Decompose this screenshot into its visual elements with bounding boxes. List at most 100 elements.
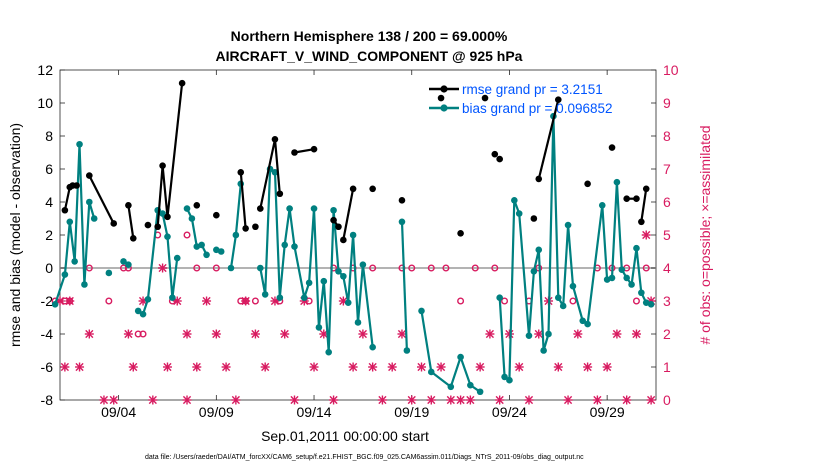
x-axis-ticks: 09/04 09/09 09/14 09/19 09/24 09/29 bbox=[101, 70, 625, 420]
obs-assimilated-marker bbox=[99, 395, 109, 405]
rmse-line-segment bbox=[239, 172, 247, 229]
bias-point bbox=[159, 210, 166, 217]
bias-line-segment bbox=[400, 221, 408, 351]
bias-point bbox=[545, 330, 552, 338]
obs-assimilated-marker bbox=[348, 362, 358, 372]
rmse-line-segment bbox=[156, 83, 184, 227]
rmse-point bbox=[144, 221, 152, 229]
bias-point bbox=[305, 279, 313, 287]
bias-point bbox=[291, 243, 298, 250]
rmse-point bbox=[178, 79, 186, 87]
rmse-point bbox=[291, 149, 298, 156]
bias-point bbox=[359, 261, 367, 269]
obs-assimilated-marker bbox=[646, 395, 656, 405]
obs-assimilated-marker bbox=[211, 329, 221, 339]
bias-point bbox=[530, 268, 538, 275]
bias-point bbox=[61, 271, 69, 278]
obs-assimilated-marker bbox=[417, 362, 427, 372]
bias-point bbox=[564, 221, 572, 229]
obs-assimilated-marker bbox=[407, 395, 417, 405]
obs-assimilated-marker bbox=[231, 395, 241, 405]
bias-point bbox=[569, 282, 577, 290]
rmse-line-segment bbox=[537, 99, 560, 180]
rmse-point bbox=[398, 197, 406, 204]
bias-point bbox=[496, 294, 503, 302]
x-tick-label: 09/14 bbox=[297, 404, 332, 420]
bias-point bbox=[608, 274, 616, 282]
right-tick-label: 6 bbox=[663, 194, 671, 210]
rmse-point bbox=[349, 185, 357, 193]
obs-assimilated-marker bbox=[456, 395, 466, 405]
bias-point bbox=[506, 376, 513, 384]
obs-assimilated-marker bbox=[84, 329, 94, 339]
bias-point bbox=[105, 269, 113, 277]
obs-assimilated-marker bbox=[128, 362, 138, 372]
legend-rmse-label: rmse grand pr = 3.2151 bbox=[462, 82, 603, 97]
bias-point bbox=[276, 294, 284, 302]
bias-point bbox=[398, 218, 406, 226]
left-tick-label: 8 bbox=[45, 128, 53, 144]
bias-point bbox=[467, 381, 474, 389]
rmse-point bbox=[193, 202, 201, 209]
bias-point bbox=[325, 348, 332, 356]
chart-title-line2: AIRCRAFT_V_WIND_COMPONENT @ 925 hPa bbox=[216, 48, 523, 64]
obs-count-markers bbox=[51, 230, 656, 405]
left-tick-label: 12 bbox=[37, 62, 53, 78]
obs-assimilated-marker bbox=[495, 395, 505, 405]
left-tick-label: 4 bbox=[45, 194, 53, 210]
obs-possible-marker bbox=[491, 264, 499, 272]
bias-point bbox=[501, 373, 508, 381]
bias-point bbox=[447, 383, 455, 391]
bias-point bbox=[628, 281, 635, 288]
obs-assimilated-marker bbox=[158, 263, 168, 273]
bias-point bbox=[354, 319, 362, 326]
right-tick-label: 2 bbox=[663, 326, 671, 342]
x-tick-label: 09/04 bbox=[101, 404, 136, 420]
obs-assimilated-marker bbox=[465, 395, 475, 405]
bias-point bbox=[125, 261, 132, 269]
rmse-point bbox=[369, 185, 376, 193]
rmse-line-segment bbox=[640, 188, 648, 222]
obs-assimilated-marker bbox=[309, 362, 319, 372]
obs-possible-marker bbox=[85, 264, 93, 272]
obs-possible-marker bbox=[642, 264, 650, 272]
obs-assimilated-marker bbox=[563, 395, 573, 405]
rmse-point bbox=[276, 190, 284, 198]
obs-assimilated-marker bbox=[241, 296, 251, 306]
x-tick-label: 09/24 bbox=[492, 404, 527, 420]
obs-assimilated-marker bbox=[109, 395, 119, 405]
obs-possible-marker bbox=[139, 330, 147, 338]
obs-assimilated-marker bbox=[182, 395, 192, 405]
obs-assimilated-marker bbox=[280, 329, 290, 339]
left-tick-label: 2 bbox=[45, 227, 53, 243]
rmse-point bbox=[61, 206, 69, 214]
x-tick-label: 09/09 bbox=[199, 404, 234, 420]
legend-rmse-marker bbox=[440, 85, 448, 93]
rmse-point bbox=[633, 195, 640, 202]
bias-point bbox=[256, 264, 264, 272]
obs-assimilated-marker bbox=[162, 362, 172, 372]
left-tick-label: 0 bbox=[45, 260, 53, 276]
right-tick-label: 1 bbox=[663, 359, 671, 375]
bias-line-segment bbox=[54, 143, 96, 305]
obs-assimilated-marker bbox=[504, 329, 514, 339]
bias-point bbox=[349, 231, 357, 239]
bias-point bbox=[584, 320, 591, 328]
obs-assimilated-marker bbox=[573, 329, 583, 339]
obs-assimilated-marker bbox=[602, 362, 612, 372]
rmse-point bbox=[530, 215, 538, 222]
bias-point bbox=[169, 294, 176, 302]
bias-point bbox=[203, 251, 210, 259]
obs-possible-marker bbox=[134, 330, 142, 338]
rmse-series bbox=[61, 79, 650, 244]
obs-assimilated-marker bbox=[60, 362, 70, 372]
rmse-line-segment bbox=[342, 188, 355, 241]
bias-point bbox=[71, 258, 78, 265]
legend: rmse grand pr = 3.2151 bias grand pr = 0… bbox=[429, 82, 613, 116]
right-axis-ticks: 0 1 2 3 4 5 6 7 8 9 10 bbox=[651, 62, 679, 408]
obs-assimilated-marker bbox=[436, 362, 446, 372]
obs-possible-marker bbox=[193, 264, 201, 272]
rmse-point bbox=[496, 155, 503, 163]
bias-point bbox=[281, 241, 289, 249]
bias-point bbox=[66, 218, 74, 226]
